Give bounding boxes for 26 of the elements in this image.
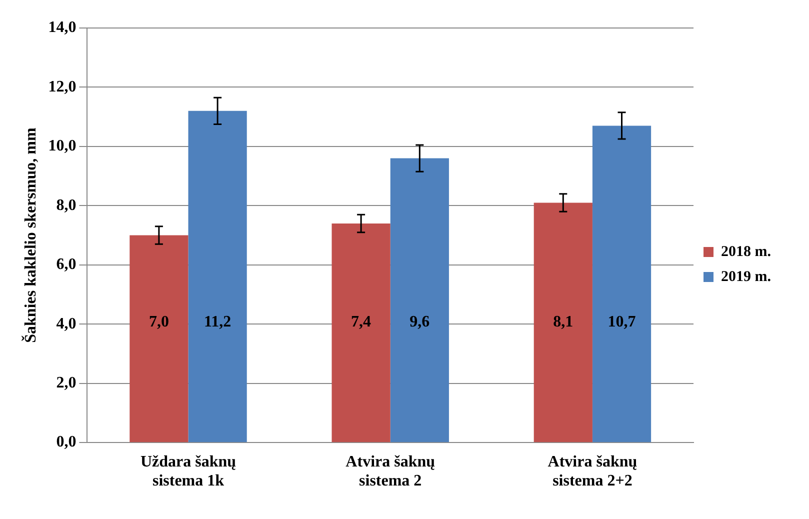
data-label: 7,4 (351, 314, 372, 331)
bar (534, 202, 592, 442)
y-tick-label: 2,0 (56, 374, 76, 392)
x-tick-label: Atvira šaknų sistema 2+2 (548, 453, 638, 490)
bar (332, 223, 390, 442)
y-tick-label: 10,0 (48, 138, 76, 155)
bar (390, 158, 449, 442)
data-label: 11,2 (204, 314, 232, 331)
y-tick-label: 12,0 (48, 78, 76, 96)
legend-label: 2018 m. (721, 244, 772, 260)
x-tick-label: Uždara šaknų sistema 1k (140, 453, 236, 490)
bar (592, 126, 652, 442)
y-tick-label: 6,0 (56, 256, 76, 274)
y-axis-title: Šaknies kaklelio skersmuo, mm (22, 127, 40, 343)
data-label: 9,6 (410, 314, 430, 331)
bar (188, 110, 247, 442)
data-label: 10,7 (608, 314, 636, 331)
y-tick-label: 8,0 (56, 196, 76, 214)
data-label: 8,1 (553, 314, 574, 331)
y-tick-label: 0,0 (56, 434, 76, 451)
legend-label: 2019 m. (721, 268, 772, 285)
bar (130, 235, 188, 442)
y-tick-label: 14,0 (48, 19, 76, 36)
x-tick-label: Atvira šaknų sistema 2 (346, 453, 436, 490)
y-tick-label: 4,0 (56, 315, 76, 332)
data-label: 7,0 (148, 314, 169, 331)
